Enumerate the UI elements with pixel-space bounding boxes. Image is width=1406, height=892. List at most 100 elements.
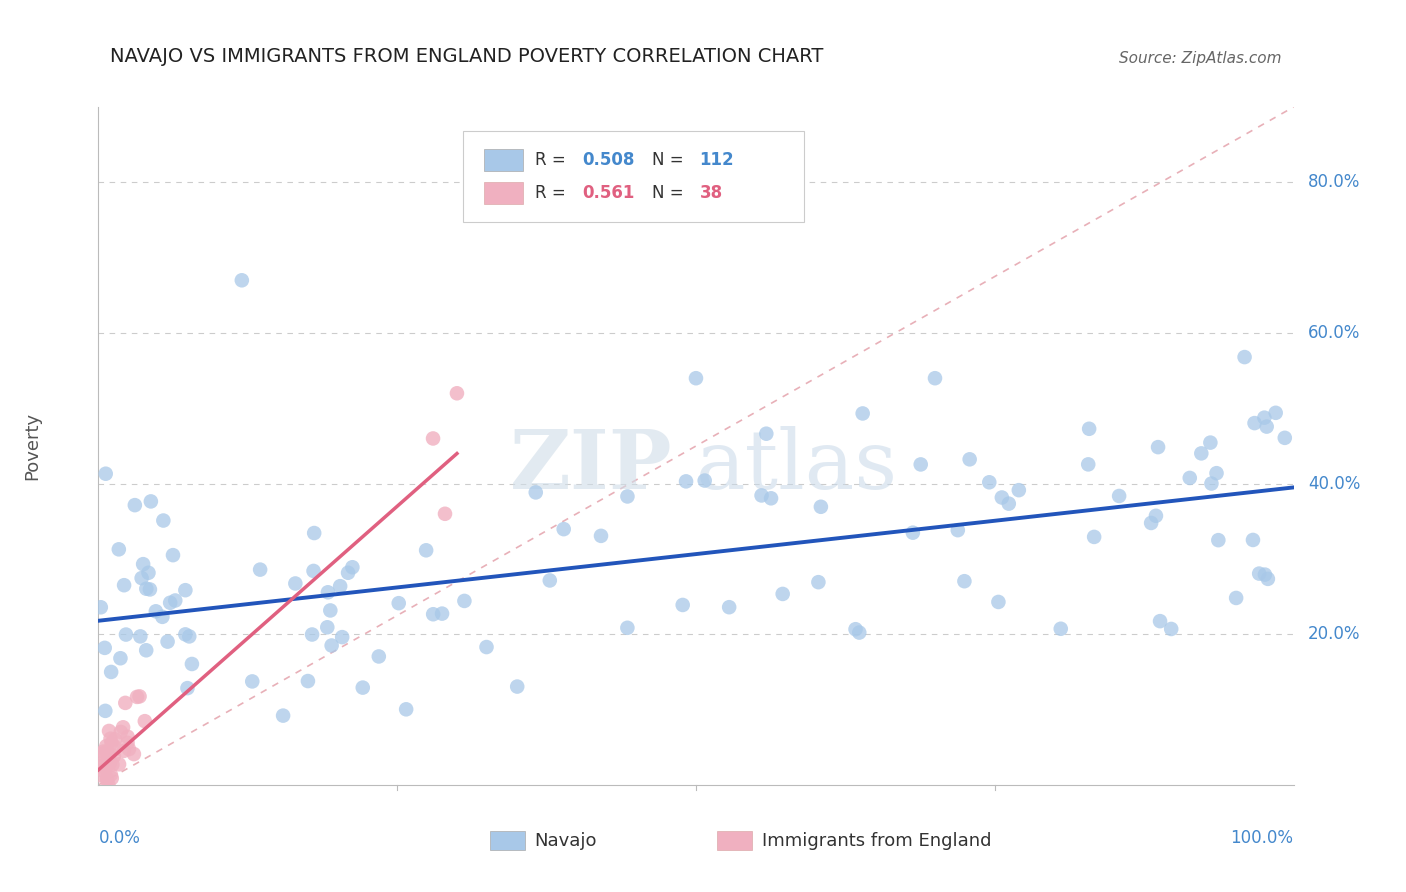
Point: [772, 587, 794, 601]
Point: [1233, 350, 1256, 364]
Point: [1253, 410, 1275, 425]
Point: [98, 723, 121, 738]
Point: [1189, 446, 1212, 460]
Point: [1178, 471, 1201, 485]
Point: [104, 732, 127, 747]
Point: [616, 490, 638, 504]
Point: [1241, 533, 1264, 547]
Point: [807, 575, 830, 590]
Point: [1199, 435, 1222, 450]
Point: [329, 579, 352, 593]
FancyBboxPatch shape: [485, 149, 523, 170]
Point: [179, 629, 201, 643]
Text: N =: N =: [652, 151, 689, 169]
Point: [589, 529, 612, 543]
Point: [117, 736, 139, 750]
Point: [446, 386, 468, 401]
Point: [301, 627, 323, 641]
Point: [145, 604, 167, 618]
Point: [342, 560, 364, 574]
Text: Poverty: Poverty: [24, 412, 42, 480]
Point: [100, 736, 122, 750]
Point: [302, 564, 325, 578]
Point: [910, 458, 932, 472]
Point: [475, 640, 498, 654]
Point: [848, 625, 870, 640]
Point: [987, 595, 1010, 609]
Text: 40.0%: 40.0%: [1308, 475, 1360, 492]
Point: [139, 494, 162, 508]
Text: 0.508: 0.508: [582, 151, 636, 169]
Point: [759, 491, 782, 506]
Point: [959, 452, 981, 467]
Point: [388, 596, 411, 610]
Point: [1225, 591, 1247, 605]
Point: [110, 725, 132, 739]
FancyBboxPatch shape: [491, 830, 524, 850]
Point: [176, 681, 198, 695]
Point: [1205, 466, 1227, 480]
Point: [96, 745, 118, 759]
Point: [901, 525, 924, 540]
Point: [422, 432, 444, 446]
Point: [997, 497, 1019, 511]
Point: [181, 657, 204, 671]
Text: 0.0%: 0.0%: [98, 829, 141, 847]
Point: [100, 768, 122, 782]
Point: [1274, 431, 1296, 445]
Point: [367, 649, 389, 664]
Point: [97, 749, 120, 764]
Point: [97, 778, 120, 792]
Point: [93, 745, 115, 759]
Point: [94, 704, 117, 718]
Point: [115, 627, 138, 641]
Point: [524, 485, 547, 500]
Point: [103, 739, 125, 754]
Point: [302, 526, 325, 541]
Point: [297, 674, 319, 689]
Point: [139, 582, 162, 597]
Point: [685, 371, 707, 385]
Point: [134, 714, 156, 728]
Point: [124, 498, 146, 512]
Point: [101, 757, 124, 772]
FancyBboxPatch shape: [485, 182, 523, 204]
Point: [506, 680, 529, 694]
Point: [675, 475, 697, 489]
Point: [1008, 483, 1031, 497]
Point: [90, 757, 112, 772]
Point: [240, 674, 263, 689]
Point: [112, 744, 135, 758]
Point: [100, 771, 122, 785]
Point: [1147, 440, 1170, 454]
Point: [1140, 516, 1163, 530]
Point: [844, 622, 866, 636]
Point: [150, 610, 173, 624]
Point: [156, 634, 179, 648]
Point: [284, 576, 307, 591]
Point: [1078, 422, 1101, 436]
Text: 38: 38: [700, 184, 723, 202]
Point: [129, 629, 152, 643]
Point: [108, 542, 131, 557]
Point: [330, 630, 353, 644]
Point: [1257, 572, 1279, 586]
Point: [117, 730, 139, 744]
Point: [100, 665, 122, 679]
Point: [751, 488, 773, 502]
Point: [810, 500, 832, 514]
Point: [91, 758, 114, 772]
Point: [103, 749, 125, 764]
Point: [991, 491, 1014, 505]
Text: Source: ZipAtlas.com: Source: ZipAtlas.com: [1119, 52, 1282, 66]
Point: [231, 273, 253, 287]
Point: [94, 761, 117, 775]
Point: [162, 548, 184, 562]
Point: [755, 426, 778, 441]
Point: [96, 739, 118, 753]
Point: [159, 596, 181, 610]
Point: [337, 566, 360, 580]
Text: 100.0%: 100.0%: [1230, 829, 1294, 847]
Text: 20.0%: 20.0%: [1308, 625, 1361, 643]
Point: [616, 621, 638, 635]
